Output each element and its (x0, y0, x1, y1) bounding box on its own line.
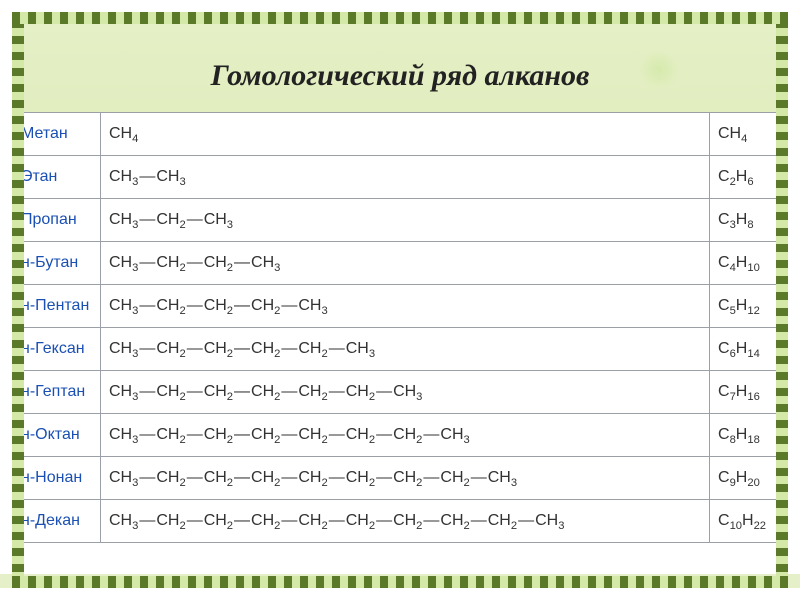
table-row: н-БутанCH3—CH2—CH2—CH3C4H10 (13, 242, 788, 285)
table-row: н-ОктанCH3—CH2—CH2—CH2—CH2—CH2—CH2—CH3C8… (13, 414, 788, 457)
slide: Гомологический ряд алканов МетанCH4CH4Эт… (12, 12, 788, 588)
molecular-formula: C8H18 (710, 414, 788, 457)
footer: http://linda6035.ucoz.ru/ (0, 574, 800, 588)
table-row: н-ГексанCH3—CH2—CH2—CH2—CH2—CH3C6H14 (13, 328, 788, 371)
structural-formula: CH3—CH2—CH2—CH2—CH2—CH2—CH2—CH2—CH2—CH3 (101, 500, 710, 543)
molecular-formula: CH4 (710, 113, 788, 156)
molecular-formula: C7H16 (710, 371, 788, 414)
molecular-formula: C5H12 (710, 285, 788, 328)
alkane-name: н-Нонан (13, 457, 101, 500)
page-title: Гомологический ряд алканов (211, 59, 590, 93)
structural-formula: CH3—CH2—CH2—CH2—CH2—CH2—CH3 (101, 371, 710, 414)
structural-formula: CH3—CH2—CH2—CH2—CH2—CH2—CH2—CH2—CH3 (101, 457, 710, 500)
footer-url: http://linda6035.ucoz.ru/ (22, 576, 118, 586)
molecular-formula: C6H14 (710, 328, 788, 371)
structural-formula: CH4 (101, 113, 710, 156)
structural-formula: CH3—CH2—CH2—CH3 (101, 242, 710, 285)
table-row: МетанCH4CH4 (13, 113, 788, 156)
table-row: н-ГептанCH3—CH2—CH2—CH2—CH2—CH2—CH3C7H16 (13, 371, 788, 414)
alkane-name: н-Декан (13, 500, 101, 543)
molecular-formula: C10H22 (710, 500, 788, 543)
table-row: н-ПентанCH3—CH2—CH2—CH2—CH3C5H12 (13, 285, 788, 328)
molecular-formula: C3H8 (710, 199, 788, 242)
alkane-name: н-Гексан (13, 328, 101, 371)
table-row: н-ДеканCH3—CH2—CH2—CH2—CH2—CH2—CH2—CH2—C… (13, 500, 788, 543)
molecular-formula: C9H20 (710, 457, 788, 500)
alkanes-table-wrap: МетанCH4CH4ЭтанCH3—CH3C2H6ПропанCH3—CH2—… (12, 112, 788, 588)
header: Гомологический ряд алканов (12, 12, 788, 112)
alkanes-table: МетанCH4CH4ЭтанCH3—CH3C2H6ПропанCH3—CH2—… (12, 112, 788, 543)
structural-formula: CH3—CH2—CH2—CH2—CH2—CH2—CH2—CH3 (101, 414, 710, 457)
molecular-formula: C2H6 (710, 156, 788, 199)
alkane-name: н-Пентан (13, 285, 101, 328)
structural-formula: CH3—CH2—CH2—CH2—CH2—CH3 (101, 328, 710, 371)
table-row: ЭтанCH3—CH3C2H6 (13, 156, 788, 199)
alkane-name: н-Октан (13, 414, 101, 457)
alkane-name: Этан (13, 156, 101, 199)
table-row: н-НонанCH3—CH2—CH2—CH2—CH2—CH2—CH2—CH2—C… (13, 457, 788, 500)
table-row: ПропанCH3—CH2—CH3C3H8 (13, 199, 788, 242)
structural-formula: CH3—CH3 (101, 156, 710, 199)
structural-formula: CH3—CH2—CH2—CH2—CH3 (101, 285, 710, 328)
alkane-name: Пропан (13, 199, 101, 242)
alkane-name: н-Бутан (13, 242, 101, 285)
structural-formula: CH3—CH2—CH3 (101, 199, 710, 242)
alkane-name: н-Гептан (13, 371, 101, 414)
molecular-formula: C4H10 (710, 242, 788, 285)
alkane-name: Метан (13, 113, 101, 156)
